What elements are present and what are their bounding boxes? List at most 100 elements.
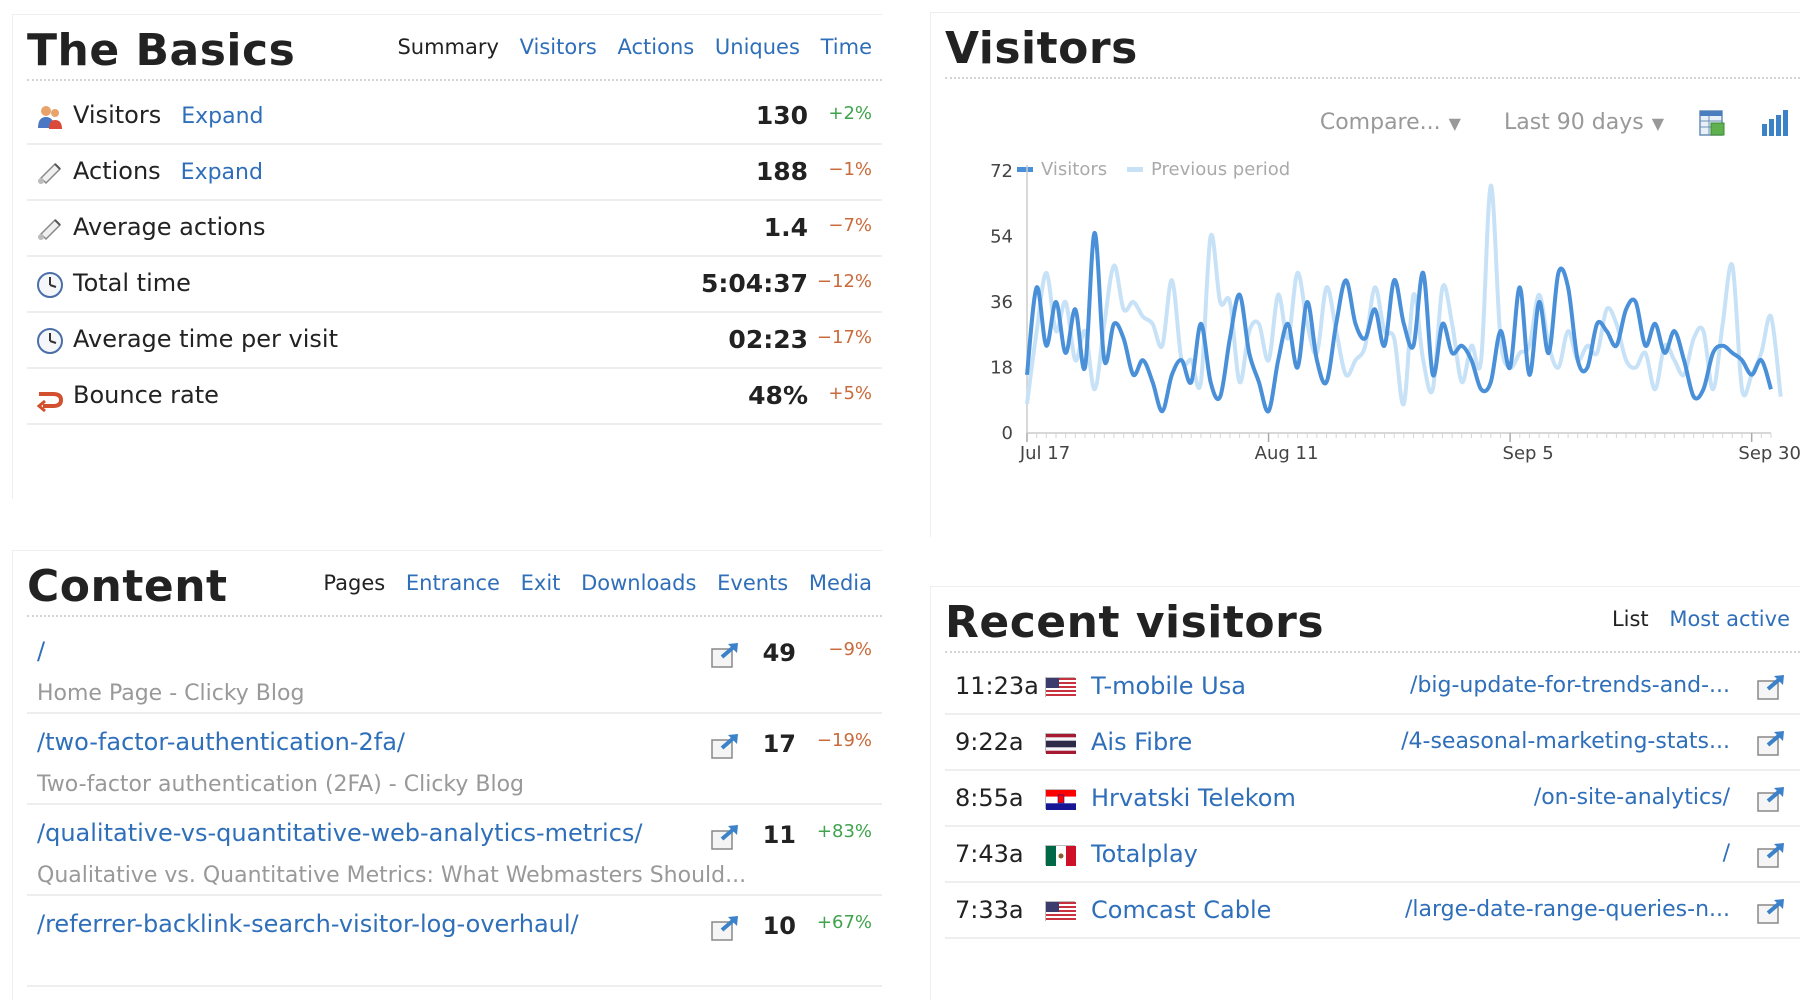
bar-chart-icon[interactable] xyxy=(1760,108,1790,138)
open-page-icon[interactable] xyxy=(1756,897,1786,925)
tab-summary[interactable]: Summary xyxy=(397,35,499,59)
chart-axes: 0 18 36 54 72 Jul 17 Aug 11 Sep 5 Sep 30 xyxy=(990,161,1800,464)
country-flag-icon xyxy=(1045,677,1076,698)
visitors-line-chart: Visitors Previous period 0 18 36 54 72 Jul 17… xyxy=(990,159,1800,464)
open-page-icon[interactable] xyxy=(1756,729,1786,757)
basics-header: The Basics Summary Visitors Actions Uniq… xyxy=(27,15,882,81)
recent-visitors-tabs: List Most active xyxy=(1598,607,1790,631)
y-tick-label: 0 xyxy=(1002,423,1013,444)
content-page-count: 17 xyxy=(762,730,796,758)
content-row: /referrer-backlink-search-visitor-log-ov… xyxy=(27,896,882,987)
visitors-chart-panel: Visitors Compare... ▼ Last 90 days ▼ xyxy=(930,12,1800,537)
recent-visitor-row: 7:43a Totalplay / xyxy=(945,827,1800,883)
visitor-name-link[interactable]: Ais Fibre xyxy=(1091,728,1193,756)
visit-time: 7:43a xyxy=(955,840,1024,868)
recent-visitor-row: 11:23a T-mobile Usa/big-update-for-trends… xyxy=(945,659,1800,715)
content-page-change: +67% xyxy=(816,912,872,933)
chart-controls: Compare... ▼ Last 90 days ▼ xyxy=(1284,108,1790,138)
x-tick-label: Jul 17 xyxy=(1019,443,1070,464)
visit-time: 11:23a xyxy=(955,672,1039,700)
bounce-icon xyxy=(35,382,65,413)
content-page-title: Home Page - Clicky Blog xyxy=(37,681,305,706)
visited-page-link[interactable]: /big-update-for-trends-and-... xyxy=(1410,673,1730,698)
tab-visitors[interactable]: Visitors xyxy=(519,35,597,59)
content-page-change: −9% xyxy=(828,639,872,660)
visitor-name-link[interactable]: Comcast Cable xyxy=(1091,896,1272,924)
recent-visitors-title: Recent visitors xyxy=(945,597,1325,648)
legend-swatch-visitors xyxy=(1017,167,1033,172)
y-tick-label: 54 xyxy=(990,227,1013,248)
tab-downloads[interactable]: Downloads xyxy=(581,571,697,595)
content-page-link[interactable]: /two-factor-authentication-2fa/ xyxy=(37,728,405,756)
tab-media[interactable]: Media xyxy=(808,571,872,595)
content-page-link[interactable]: /qualitative-vs-quantitative-web-analyti… xyxy=(37,819,643,847)
tab-most-active[interactable]: Most active xyxy=(1669,607,1790,631)
visited-page-link[interactable]: /on-site-analytics/ xyxy=(1533,785,1730,810)
recent-visitors-header: Recent visitors List Most active xyxy=(945,587,1800,653)
content-row: / Home Page - Clicky Blog 49 −9% xyxy=(27,623,882,714)
content-header: Content Pages Entrance Exit Downloads Ev… xyxy=(27,551,882,617)
open-page-icon[interactable] xyxy=(710,732,740,760)
tab-exit[interactable]: Exit xyxy=(520,571,561,595)
tab-uniques[interactable]: Uniques xyxy=(714,35,800,59)
tab-pages[interactable]: Pages xyxy=(323,571,386,595)
open-page-icon[interactable] xyxy=(710,823,740,851)
visit-time: 9:22a xyxy=(955,728,1024,756)
tab-events[interactable]: Events xyxy=(717,571,789,595)
date-range-label: Last 90 days xyxy=(1503,110,1644,135)
content-page-link[interactable]: /referrer-backlink-search-visitor-log-ov… xyxy=(37,910,579,938)
basics-row-value: 130 xyxy=(755,101,808,130)
open-page-icon[interactable] xyxy=(710,914,740,942)
actions-icon xyxy=(35,158,65,188)
visitors-chart-header: Visitors xyxy=(945,13,1800,79)
content-page-count: 49 xyxy=(762,639,796,667)
content-page-count: 11 xyxy=(762,821,796,849)
date-range-chevron-icon: ▼ xyxy=(1651,114,1664,133)
compare-chevron-icon: ▼ xyxy=(1448,114,1461,133)
recent-visitor-row: 8:55a Hrvatski Telekom/on-site-analytics/ xyxy=(945,771,1800,827)
open-page-icon[interactable] xyxy=(1756,673,1786,701)
open-page-icon[interactable] xyxy=(710,641,740,669)
legend-label-visitors: Visitors xyxy=(1041,159,1107,180)
country-flag-icon xyxy=(1045,845,1076,866)
tab-time[interactable]: Time xyxy=(820,35,872,59)
open-page-icon[interactable] xyxy=(1756,785,1786,813)
basics-row-label: Total time xyxy=(73,269,191,297)
basics-row-text: Actions xyxy=(73,157,161,185)
basics-row: Average time per visit 02:23 −17% xyxy=(27,313,882,369)
tab-list[interactable]: List xyxy=(1611,607,1649,631)
actions-icon xyxy=(35,214,65,244)
tab-entrance[interactable]: Entrance xyxy=(405,571,500,595)
basics-row-text: Average actions xyxy=(73,213,266,241)
compare-dropdown[interactable]: Compare... ▼ xyxy=(1320,110,1461,135)
basics-row-value: 02:23 xyxy=(728,325,808,354)
recent-visitor-row: 7:33a Comcast Cable/large-date-range-quer… xyxy=(945,883,1800,939)
content-page-change: −19% xyxy=(816,730,872,751)
visitors-icon xyxy=(35,102,65,132)
tab-actions[interactable]: Actions xyxy=(617,35,695,59)
x-tick-label: Aug 11 xyxy=(1255,443,1319,464)
basics-row-text: Visitors xyxy=(73,101,162,129)
visitor-name-link[interactable]: Hrvatski Telekom xyxy=(1091,784,1296,812)
date-range-dropdown[interactable]: Last 90 days ▼ xyxy=(1504,110,1664,135)
clock-icon xyxy=(35,326,65,356)
content-page-link[interactable]: / xyxy=(37,637,46,665)
content-page-title: Two-factor authentication (2FA) - Clicky… xyxy=(37,772,525,797)
basics-row: Visitors Expand 130 +2% xyxy=(27,89,882,145)
chart-series xyxy=(1025,183,1783,414)
basics-row: Bounce rate 48% +5% xyxy=(27,369,882,425)
x-tick-label: Sep 30 xyxy=(1738,443,1800,464)
basics-row-change: +2% xyxy=(828,103,872,124)
basics-row: Average actions 1.4 −7% xyxy=(27,201,882,257)
expand-link[interactable]: Expand xyxy=(180,160,263,185)
visited-page-link[interactable]: /large-date-range-queries-n... xyxy=(1404,897,1730,922)
visitor-name-link[interactable]: T-mobile Usa xyxy=(1091,672,1246,700)
export-spreadsheet-icon[interactable] xyxy=(1697,108,1727,138)
basics-row-value: 1.4 xyxy=(763,213,808,242)
visited-page-link[interactable]: / xyxy=(1722,841,1730,866)
open-page-icon[interactable] xyxy=(1756,841,1786,869)
visitor-name-link[interactable]: Totalplay xyxy=(1091,840,1198,868)
expand-link[interactable]: Expand xyxy=(181,104,264,129)
basics-title: The Basics xyxy=(27,25,296,76)
visited-page-link[interactable]: /4-seasonal-marketing-stats... xyxy=(1401,729,1730,754)
